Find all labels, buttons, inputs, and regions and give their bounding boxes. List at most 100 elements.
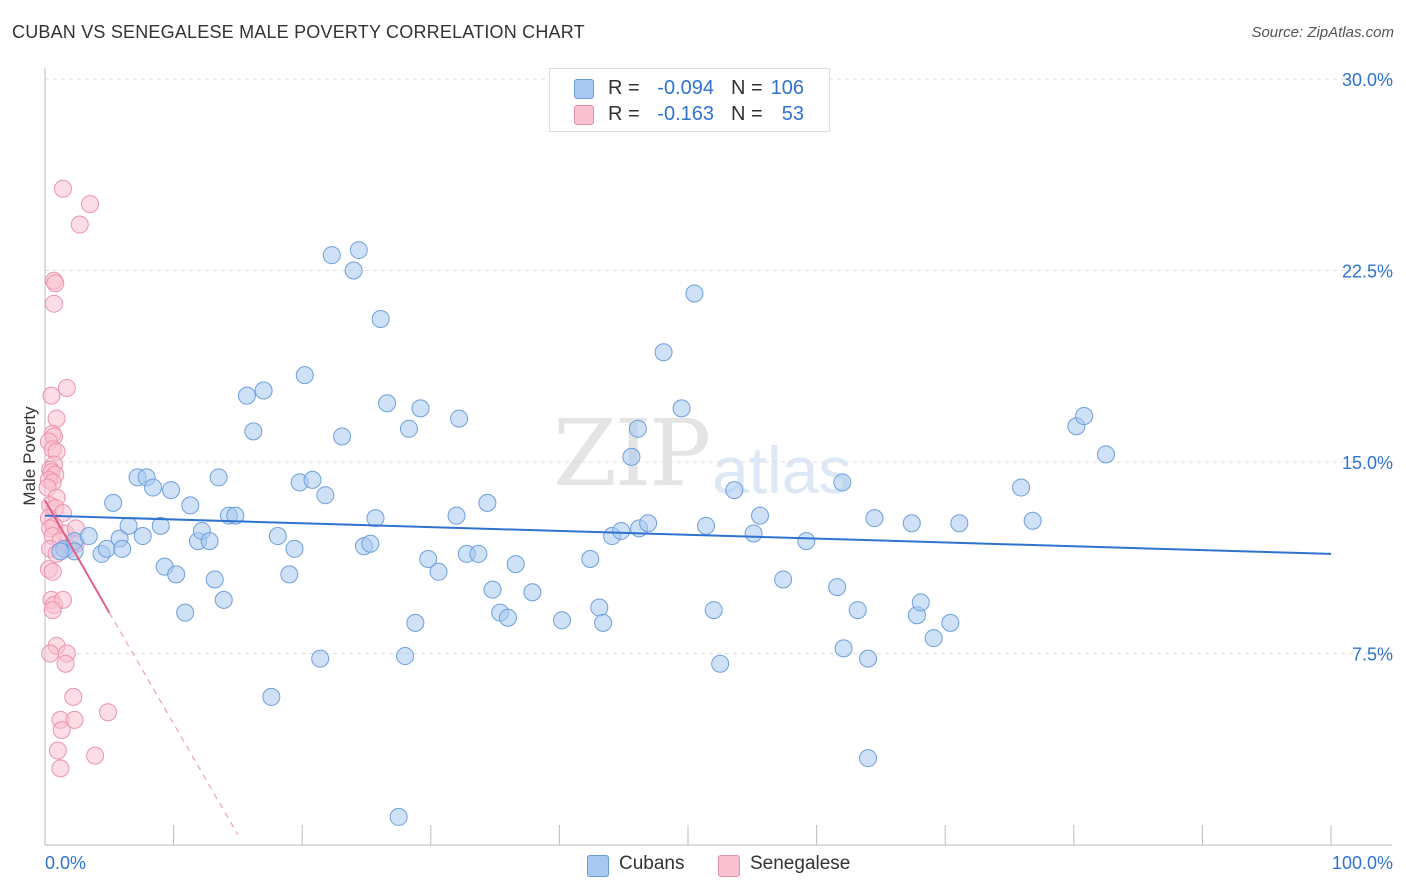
y-tick-label: 15.0% xyxy=(1342,453,1393,473)
legend-n-value: 53 xyxy=(781,103,804,125)
cubans-point xyxy=(506,555,525,574)
cubans-point xyxy=(828,578,847,597)
cubans-point xyxy=(378,394,397,413)
senegalese-point xyxy=(70,215,89,234)
legend-r-label: R = xyxy=(608,103,640,125)
cubans-point xyxy=(639,514,658,533)
cubans-point xyxy=(133,527,152,546)
cubans-point xyxy=(447,506,466,525)
cubans-point xyxy=(924,629,943,648)
senegalese-point xyxy=(48,741,67,760)
cubans-point xyxy=(941,613,960,632)
cubans-point xyxy=(205,570,224,589)
cubans-point xyxy=(214,590,233,609)
cubans-point xyxy=(672,399,691,418)
cubans-point xyxy=(389,807,408,826)
senegalese-point xyxy=(45,294,64,313)
y-tick-label: 7.5% xyxy=(1352,645,1393,665)
senegalese-point xyxy=(46,274,65,293)
cubans-point xyxy=(411,399,430,418)
cubans-point xyxy=(396,647,415,666)
cubans-point xyxy=(361,534,380,553)
cubans-point xyxy=(181,496,200,515)
bottom-legend-swatch-cubans xyxy=(587,855,609,877)
cubans-point xyxy=(244,422,263,441)
cubans-point xyxy=(711,654,730,673)
cubans-point xyxy=(498,608,517,627)
chart-source: Source: ZipAtlas.com xyxy=(1251,24,1394,41)
cubans-point xyxy=(371,310,390,329)
cubans-point xyxy=(590,598,609,617)
cubans-point xyxy=(344,261,363,280)
cubans-point xyxy=(1096,445,1115,464)
cubans-point xyxy=(478,493,497,512)
senegalese-point xyxy=(57,378,76,397)
senegalese-trendline xyxy=(44,499,111,614)
cubans-point xyxy=(311,649,330,668)
cubans-point xyxy=(552,611,571,630)
cubans-point xyxy=(113,539,132,558)
cubans-point xyxy=(349,241,368,260)
cubans-point xyxy=(725,481,744,500)
cubans-point xyxy=(280,565,299,584)
cubans-point xyxy=(950,514,969,533)
cubans-point xyxy=(144,478,163,497)
senegalese-point xyxy=(64,687,83,706)
cubans-point xyxy=(399,419,418,438)
cubans-point xyxy=(119,516,138,535)
cubans-point xyxy=(622,447,641,466)
cubans-point xyxy=(523,583,542,602)
senegalese-point xyxy=(54,179,73,198)
cubans-point xyxy=(628,419,647,438)
cubans-point xyxy=(774,570,793,589)
cubans-point xyxy=(295,366,314,385)
x-tick-label: 100.0% xyxy=(1332,853,1393,873)
cubans-point xyxy=(262,687,281,706)
cubans-point xyxy=(833,473,852,492)
cubans-point xyxy=(162,481,181,500)
cubans-point xyxy=(859,649,878,668)
senegalese-point xyxy=(56,654,75,673)
cubans-point xyxy=(51,542,70,561)
cubans-point xyxy=(685,284,704,303)
cubans-point xyxy=(366,509,385,528)
senegalese-point xyxy=(52,721,71,740)
legend-row-senegalese: R = -0.163 N = 53 xyxy=(550,101,829,127)
legend-r-label: R = xyxy=(608,77,640,99)
cubans-point xyxy=(612,521,631,540)
senegalese-point xyxy=(41,644,60,663)
cubans-point xyxy=(226,506,245,525)
cubans-point xyxy=(268,527,287,546)
senegalese-point xyxy=(47,409,66,428)
legend-swatch-cubans xyxy=(574,79,594,99)
senegalese-point xyxy=(42,386,61,405)
cubans-trendline xyxy=(44,514,1332,555)
cubans-point xyxy=(865,509,884,528)
cubans-point xyxy=(254,381,273,400)
legend-swatch-senegalese xyxy=(574,105,594,125)
cubans-point xyxy=(594,613,613,632)
cubans-point xyxy=(469,544,488,563)
cubans-point xyxy=(911,593,930,612)
cubans-point xyxy=(859,749,878,768)
cubans-point xyxy=(406,613,425,632)
cubans-point xyxy=(303,470,322,489)
bottom-legend-label-senegalese: Senegalese xyxy=(750,853,851,874)
senegalese-point xyxy=(86,746,105,765)
senegalese-point xyxy=(51,759,70,778)
cubans-point xyxy=(176,603,195,622)
cubans-point xyxy=(285,539,304,558)
bottom-legend-swatch-senegalese xyxy=(718,855,740,877)
bottom-legend-label-cubans: Cubans xyxy=(619,853,685,874)
cubans-point xyxy=(483,580,502,599)
cubans-point xyxy=(581,550,600,569)
cubans-point xyxy=(429,562,448,581)
cubans-point xyxy=(167,565,186,584)
senegalese-point xyxy=(99,703,118,722)
legend-row-cubans: R = -0.094 N = 106 xyxy=(550,75,829,101)
y-tick-label: 30.0% xyxy=(1342,70,1393,90)
legend-n-label: N = xyxy=(731,103,763,125)
cubans-point xyxy=(834,639,853,658)
senegalese-point xyxy=(43,562,62,581)
